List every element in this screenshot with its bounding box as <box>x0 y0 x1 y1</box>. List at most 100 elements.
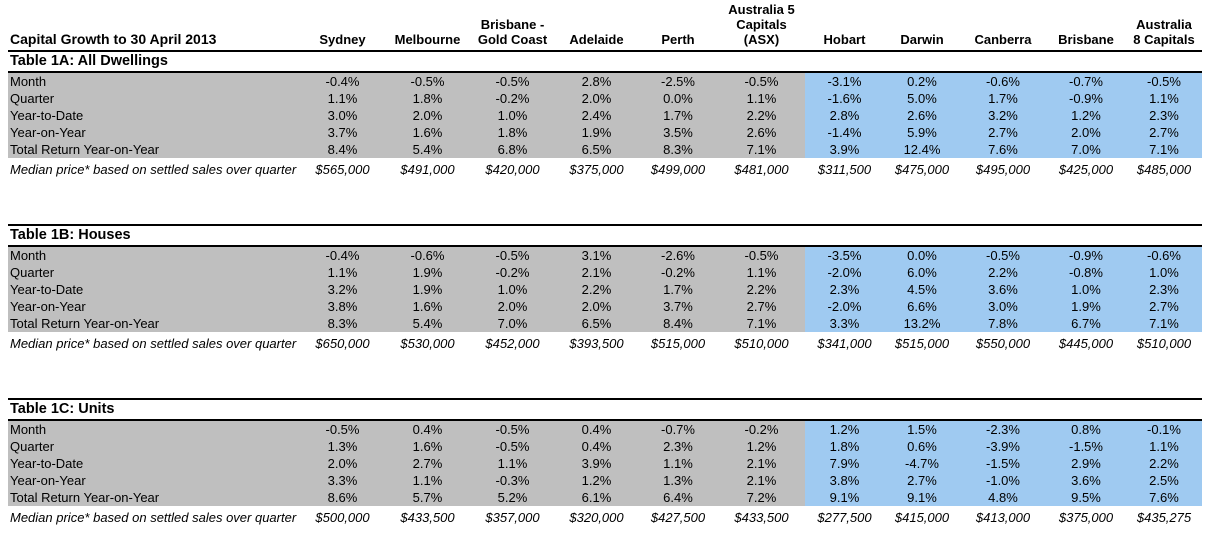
median-price-cell: $491,000 <box>385 158 470 180</box>
growth-cell: 2.9% <box>1046 455 1126 472</box>
row-label: Month <box>8 420 300 438</box>
median-price-cell: $433,500 <box>385 506 470 528</box>
growth-cell: 2.0% <box>300 455 385 472</box>
growth-cell: 2.7% <box>884 472 960 489</box>
growth-cell: -0.5% <box>470 246 555 264</box>
growth-cell: 3.9% <box>805 141 884 158</box>
growth-cell: 1.2% <box>718 438 805 455</box>
median-price-row: Median price* based on settled sales ove… <box>8 158 1202 180</box>
median-price-row: Median price* based on settled sales ove… <box>8 332 1202 354</box>
growth-cell: 0.4% <box>385 420 470 438</box>
growth-cell: 6.0% <box>884 264 960 281</box>
growth-cell: 1.0% <box>1046 281 1126 298</box>
growth-cell: 1.9% <box>385 281 470 298</box>
median-price-cell: $341,000 <box>805 332 884 354</box>
growth-cell: -0.4% <box>300 246 385 264</box>
median-price-cell: $650,000 <box>300 332 385 354</box>
median-price-cell: $530,000 <box>385 332 470 354</box>
growth-cell: -0.1% <box>1126 420 1202 438</box>
growth-cell: -1.5% <box>960 455 1046 472</box>
growth-cell: 2.5% <box>1126 472 1202 489</box>
growth-cell: 2.3% <box>1126 281 1202 298</box>
growth-cell: 2.8% <box>555 72 638 90</box>
growth-cell: 2.0% <box>555 298 638 315</box>
growth-cell: -0.5% <box>385 72 470 90</box>
growth-cell: 2.0% <box>385 107 470 124</box>
growth-cell: -0.3% <box>470 472 555 489</box>
growth-cell: 1.7% <box>638 107 718 124</box>
growth-cell: -2.5% <box>638 72 718 90</box>
growth-cell: 2.7% <box>385 455 470 472</box>
growth-cell: 8.3% <box>638 141 718 158</box>
growth-cell: -0.6% <box>1126 246 1202 264</box>
median-price-cell: $425,000 <box>1046 158 1126 180</box>
growth-cell: -3.9% <box>960 438 1046 455</box>
row-label: Year-to-Date <box>8 107 300 124</box>
median-price-cell: $475,000 <box>884 158 960 180</box>
section-gap-cell <box>8 180 1202 225</box>
section-title: Table 1A: All Dwellings <box>8 51 1202 73</box>
table-row: Quarter 1.3% 1.6% -0.5% 0.4% 2.3% 1.2% 1.8% 0.6%… <box>8 438 1202 455</box>
growth-cell: 2.0% <box>1046 124 1126 141</box>
growth-cell: 6.6% <box>884 298 960 315</box>
growth-cell: -2.0% <box>805 264 884 281</box>
median-price-row: Median price* based on settled sales ove… <box>8 506 1202 528</box>
growth-cell: 0.8% <box>1046 420 1126 438</box>
growth-cell: 2.1% <box>555 264 638 281</box>
growth-cell: 4.8% <box>960 489 1046 506</box>
table-row: Year-on-Year 3.3% 1.1% -0.3% 1.2% 1.3% 2.1% 3.8… <box>8 472 1202 489</box>
growth-cell: 1.1% <box>385 472 470 489</box>
growth-cell: 0.0% <box>638 90 718 107</box>
growth-cell: 0.4% <box>555 438 638 455</box>
growth-cell: 2.2% <box>718 281 805 298</box>
growth-cell: 2.1% <box>718 455 805 472</box>
growth-cell: 3.5% <box>638 124 718 141</box>
growth-cell: -3.1% <box>805 72 884 90</box>
growth-cell: -0.2% <box>718 420 805 438</box>
growth-cell: 5.9% <box>884 124 960 141</box>
median-price-cell: $515,000 <box>884 332 960 354</box>
row-label: Month <box>8 246 300 264</box>
median-price-cell: $495,000 <box>960 158 1046 180</box>
median-price-cell: $435,275 <box>1126 506 1202 528</box>
growth-cell: 5.0% <box>884 90 960 107</box>
row-label: Quarter <box>8 438 300 455</box>
growth-cell: 1.9% <box>385 264 470 281</box>
median-price-cell: $433,500 <box>718 506 805 528</box>
growth-cell: 1.2% <box>1046 107 1126 124</box>
growth-cell: -1.0% <box>960 472 1046 489</box>
growth-cell: -0.6% <box>960 72 1046 90</box>
growth-cell: -0.5% <box>470 438 555 455</box>
growth-cell: 7.1% <box>718 315 805 332</box>
growth-cell: 1.6% <box>385 298 470 315</box>
median-price-cell: $375,000 <box>555 158 638 180</box>
growth-cell: 6.5% <box>555 315 638 332</box>
growth-cell: 8.4% <box>300 141 385 158</box>
table-row: Quarter 1.1% 1.9% -0.2% 2.1% -0.2% 1.1% -2.0% 6.… <box>8 264 1202 281</box>
growth-cell: 3.7% <box>638 298 718 315</box>
growth-cell: 1.9% <box>1046 298 1126 315</box>
median-price-cell: $452,000 <box>470 332 555 354</box>
growth-cell: -4.7% <box>884 455 960 472</box>
growth-cell: 2.7% <box>1126 298 1202 315</box>
median-price-cell: $375,000 <box>1046 506 1126 528</box>
median-price-label: Median price* based on settled sales ove… <box>8 506 300 528</box>
growth-cell: 2.8% <box>805 107 884 124</box>
median-price-label: Median price* based on settled sales ove… <box>8 332 300 354</box>
growth-cell: 3.6% <box>960 281 1046 298</box>
growth-cell: 7.6% <box>960 141 1046 158</box>
growth-cell: -0.4% <box>300 72 385 90</box>
growth-cell: 3.3% <box>300 472 385 489</box>
growth-cell: -1.5% <box>1046 438 1126 455</box>
growth-cell: 1.1% <box>1126 438 1202 455</box>
growth-cell: 0.0% <box>884 246 960 264</box>
growth-cell: 1.1% <box>1126 90 1202 107</box>
growth-cell: -2.0% <box>805 298 884 315</box>
growth-cell: -1.4% <box>805 124 884 141</box>
section-title: Table 1B: Houses <box>8 224 1202 247</box>
median-price-cell: $420,000 <box>470 158 555 180</box>
growth-cell: 1.8% <box>385 90 470 107</box>
column-header-melbourne: Melbourne <box>385 0 470 52</box>
growth-cell: 1.7% <box>960 90 1046 107</box>
growth-cell: 1.6% <box>385 124 470 141</box>
